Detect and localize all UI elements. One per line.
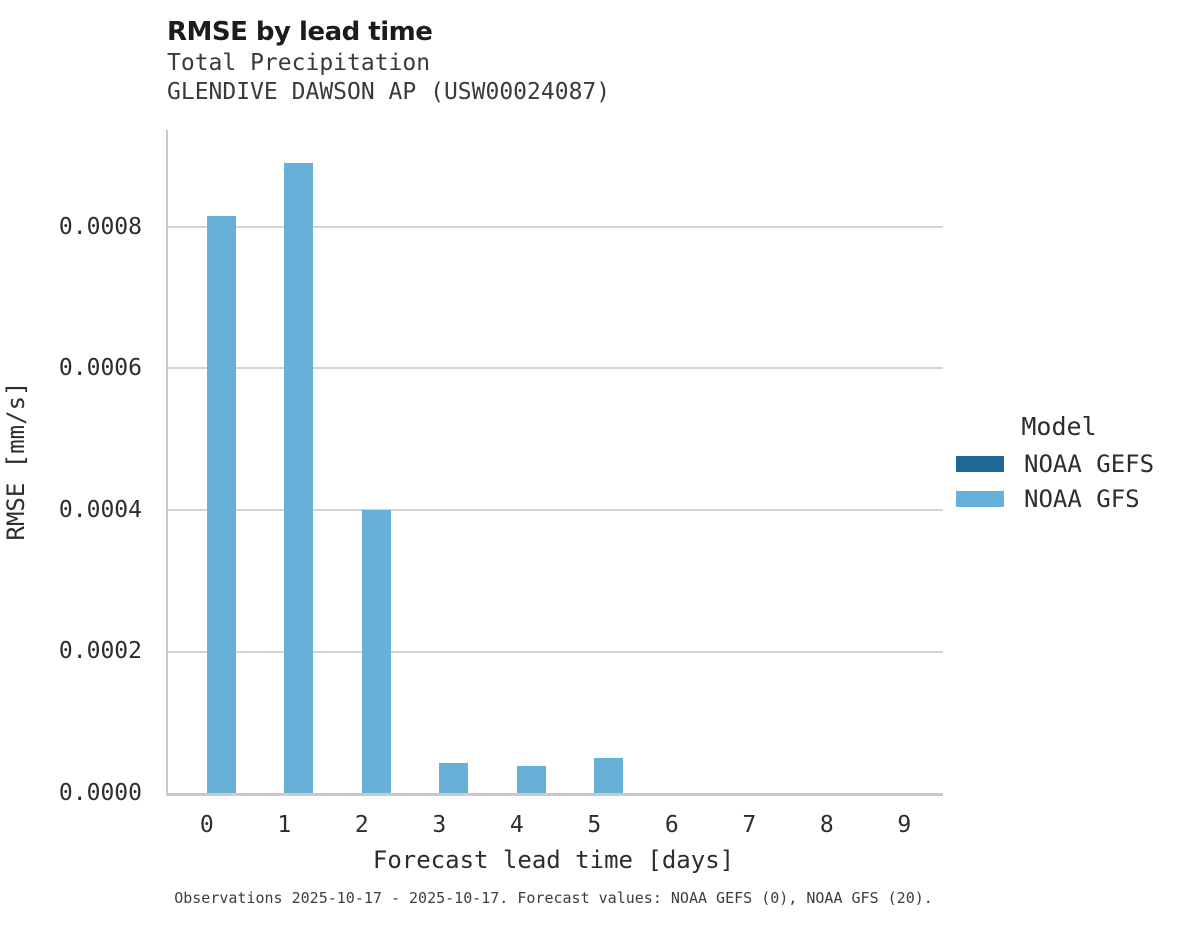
x-axis-label: Forecast lead time [days] (372, 846, 735, 874)
legend-entry-noaa-gfs: NOAA GFS (956, 484, 1162, 513)
y-tick-label: 0.0006 (58, 355, 142, 382)
gridline-y-0.0008 (168, 225, 943, 228)
x-tick-label: 1 (277, 812, 292, 838)
gridline-y-0.0002 (168, 650, 943, 653)
x-tick-label: 8 (819, 812, 834, 838)
plot-area (166, 130, 943, 796)
bar-noaa-gfs-day-2 (361, 509, 391, 793)
x-tick-label: 2 (354, 812, 369, 838)
y-tick-labels: 0.0000 0.0002 0.0004 0.0006 0.0008 (0, 130, 142, 806)
legend-title: Model (1021, 412, 1097, 441)
bar-noaa-gfs-day-1 (284, 163, 314, 793)
gridline-y-0.0004 (168, 508, 943, 511)
chart-title: RMSE by lead time (167, 17, 433, 47)
x-tick-label: 4 (509, 812, 524, 838)
bar-noaa-gfs-day-3 (439, 763, 469, 793)
bar-noaa-gfs-day-0 (206, 216, 236, 793)
x-tick-label: 0 (199, 812, 214, 838)
legend-swatch-icon (956, 455, 1004, 472)
chart-subtitle-variable: Total Precipitation (167, 50, 431, 76)
legend-entries: NOAA GEFS NOAA GFS (956, 449, 1162, 513)
gridline-y-0.0006 (168, 367, 943, 370)
y-tick-label: 0.0002 (58, 638, 142, 665)
x-tick-label: 5 (587, 812, 602, 838)
x-tick-label: 3 (432, 812, 447, 838)
x-tick-label: 9 (897, 812, 912, 838)
footer-caption: Observations 2025-10-17 - 2025-10-17. Fo… (174, 889, 933, 907)
legend-label: NOAA GFS (1024, 484, 1140, 513)
legend-swatch-icon (956, 490, 1004, 507)
legend-label: NOAA GEFS (1024, 449, 1155, 478)
y-tick-label: 0.0008 (58, 213, 142, 240)
bar-noaa-gfs-day-5 (594, 758, 624, 793)
chart-subtitle-station: GLENDIVE DAWSON AP (USW00024087) (167, 79, 611, 105)
x-tick-label: 6 (664, 812, 679, 838)
bar-noaa-gfs-day-4 (516, 766, 546, 793)
legend: Model NOAA GEFS NOAA GFS (956, 412, 1162, 520)
legend-entry-noaa-gefs: NOAA GEFS (956, 449, 1162, 478)
y-tick-label: 0.0000 (58, 780, 142, 806)
x-tick-labels: 0 1 2 3 4 5 6 7 8 9 (166, 810, 941, 840)
y-tick-label: 0.0004 (58, 496, 142, 523)
x-tick-label: 7 (742, 812, 757, 838)
